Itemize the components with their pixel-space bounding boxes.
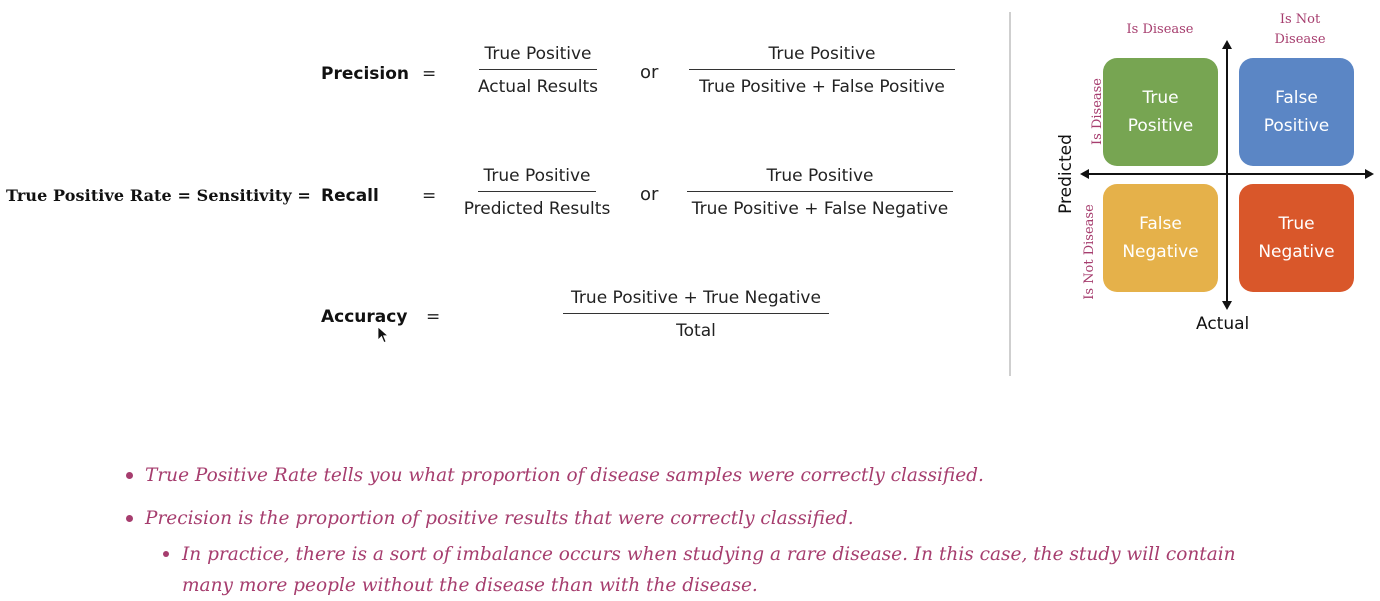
accuracy-numerator: True Positive + True Negative	[563, 288, 829, 314]
precision-numerator-2: True Positive	[689, 44, 955, 70]
cell-true-negative: True Negative	[1239, 184, 1354, 292]
recall-numerator-1: True Positive	[478, 166, 596, 192]
recall-denominator-1: Predicted Results	[463, 199, 611, 219]
col-label-is-disease: Is Disease	[1126, 22, 1194, 37]
x-axis-label: Actual	[1196, 314, 1250, 334]
recall-numerator-2: True Positive	[687, 166, 953, 192]
tpr-sensitivity-prefix: True Positive Rate = Sensitivity =	[6, 186, 311, 205]
bullet-imbalance-line-1: In practice, there is a sort of imbalanc…	[182, 544, 1236, 565]
precision-denominator-2: True Positive + False Positive	[699, 77, 945, 97]
precision-equals: =	[422, 64, 437, 84]
recall-denominator-2: True Positive + False Negative	[691, 199, 949, 219]
bullet-dot-2	[126, 515, 133, 522]
arrow-up-icon	[1222, 40, 1232, 49]
precision-or: or	[640, 62, 659, 83]
recall-fraction-1: True Positive Predicted Results	[452, 166, 622, 219]
accuracy-label: Accuracy	[321, 307, 408, 327]
precision-fraction-2: True Positive True Positive + False Posi…	[686, 44, 958, 97]
recall-label: Recall	[321, 186, 379, 206]
bullet-dot-3	[163, 551, 169, 557]
arrow-down-icon	[1222, 301, 1232, 310]
cell-false-positive: False Positive	[1239, 58, 1354, 166]
bullet-tpr: True Positive Rate tells you what propor…	[145, 465, 984, 486]
recall-or: or	[640, 184, 659, 205]
bullet-imbalance-line-2: many more people without the disease tha…	[182, 575, 758, 596]
cell-true-positive: True Positive	[1103, 58, 1218, 166]
bullet-precision: Precision is the proportion of positive …	[145, 508, 854, 529]
recall-fraction-2: True Positive True Positive + False Nega…	[680, 166, 960, 219]
bullet-dot-1	[126, 472, 133, 479]
precision-denominator-1: Actual Results	[477, 77, 599, 97]
precision-numerator-1: True Positive	[479, 44, 597, 70]
matrix-axes	[1080, 40, 1374, 310]
precision-label: Precision	[321, 64, 410, 84]
accuracy-fraction: True Positive + True Negative Total	[556, 288, 836, 341]
y-axis-label: Predicted	[1056, 134, 1076, 214]
mouse-cursor-icon	[377, 326, 389, 344]
arrow-right-icon	[1365, 169, 1374, 179]
accuracy-denominator: Total	[676, 321, 716, 341]
recall-equals: =	[422, 186, 437, 206]
section-divider	[1009, 12, 1011, 376]
cell-false-negative: False Negative	[1103, 184, 1218, 292]
arrow-left-icon	[1080, 169, 1089, 179]
col-label-is-not-disease: Is Not Disease	[1274, 12, 1326, 47]
precision-fraction-1: True Positive Actual Results	[463, 44, 613, 97]
accuracy-equals: =	[426, 307, 441, 327]
